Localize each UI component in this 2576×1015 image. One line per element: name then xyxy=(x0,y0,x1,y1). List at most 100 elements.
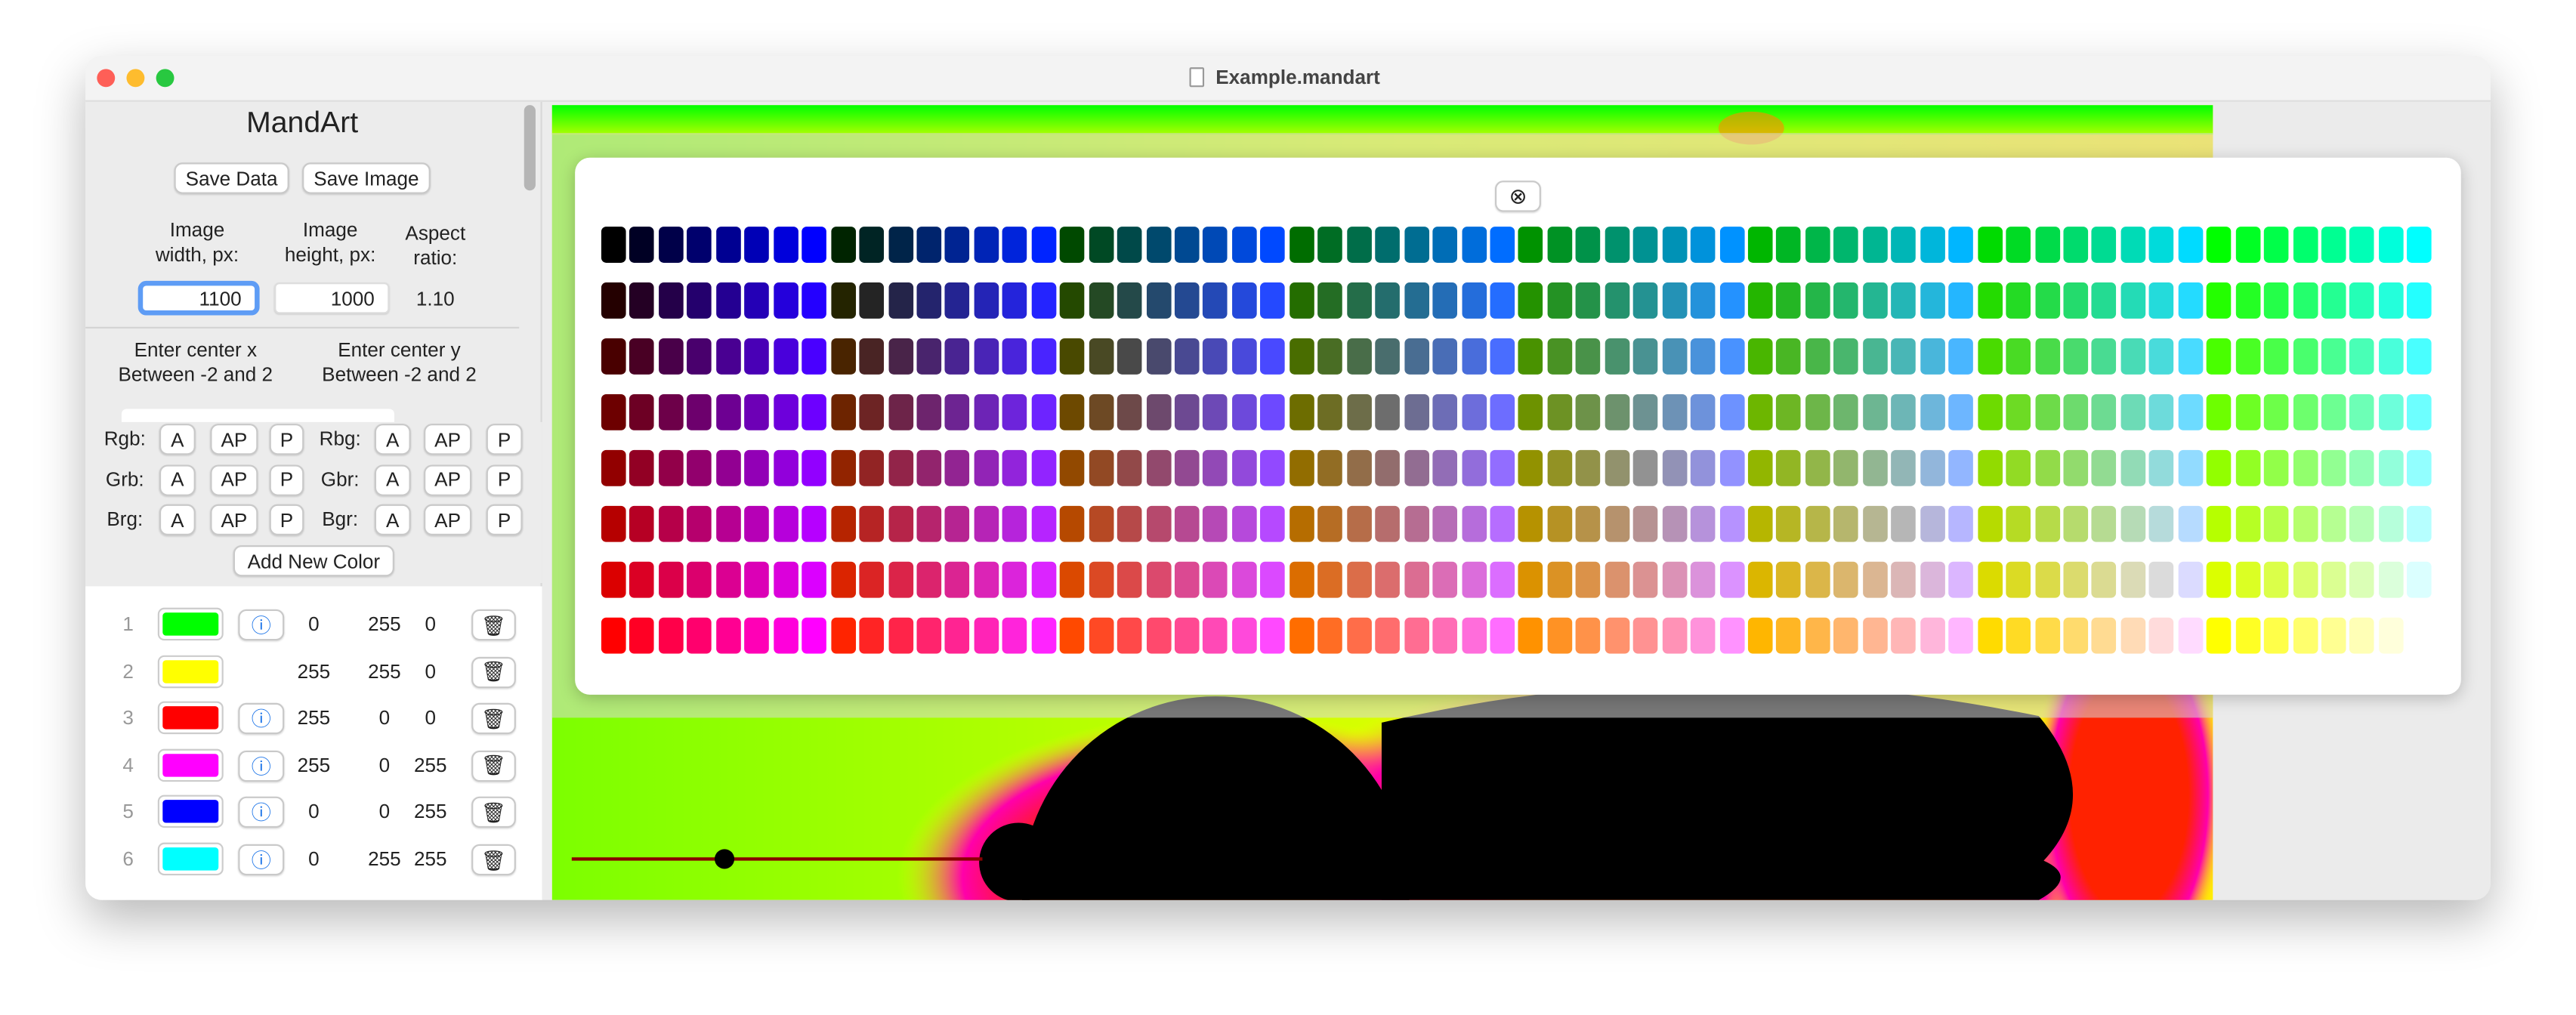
palette-swatch[interactable] xyxy=(2006,227,2031,263)
palette-swatch[interactable] xyxy=(1747,561,1773,598)
palette-swatch[interactable] xyxy=(1060,617,1085,654)
palette-swatch[interactable] xyxy=(1317,338,1343,375)
permutation-button[interactable]: P xyxy=(486,504,523,535)
palette-swatch[interactable] xyxy=(974,227,999,263)
palette-swatch[interactable] xyxy=(2235,338,2260,375)
palette-swatch[interactable] xyxy=(1862,282,1888,319)
palette-swatch[interactable] xyxy=(830,227,856,263)
palette-swatch[interactable] xyxy=(1948,338,1974,375)
palette-swatch[interactable] xyxy=(1833,505,1859,542)
palette-swatch[interactable] xyxy=(658,617,684,654)
palette-close-button[interactable]: ⊗ xyxy=(1495,180,1541,212)
palette-swatch[interactable] xyxy=(1891,505,1917,542)
palette-swatch[interactable] xyxy=(1862,449,1888,486)
palette-swatch[interactable] xyxy=(1605,449,1629,486)
zoom-button[interactable] xyxy=(156,69,175,88)
palette-swatch[interactable] xyxy=(629,449,655,486)
palette-swatch[interactable] xyxy=(2006,505,2031,542)
palette-swatch[interactable] xyxy=(1633,617,1658,654)
palette-swatch[interactable] xyxy=(2034,393,2060,430)
palette-swatch[interactable] xyxy=(1691,282,1716,319)
palette-swatch[interactable] xyxy=(2149,393,2174,430)
info-button[interactable]: ⓘ xyxy=(238,609,285,641)
palette-swatch[interactable] xyxy=(1547,393,1572,430)
palette-swatch[interactable] xyxy=(859,561,885,598)
palette-swatch[interactable] xyxy=(2120,617,2145,654)
palette-swatch[interactable] xyxy=(2178,561,2203,598)
palette-swatch[interactable] xyxy=(1117,338,1142,375)
palette-swatch[interactable] xyxy=(916,393,941,430)
palette-swatch[interactable] xyxy=(1060,505,1085,542)
palette-swatch[interactable] xyxy=(2292,617,2318,654)
palette-swatch[interactable] xyxy=(1404,505,1429,542)
palette-swatch[interactable] xyxy=(1231,282,1257,319)
palette-swatch[interactable] xyxy=(1461,505,1487,542)
palette-swatch[interactable] xyxy=(1662,505,1687,542)
color-swatch[interactable] xyxy=(157,748,224,782)
palette-swatch[interactable] xyxy=(601,449,626,486)
palette-swatch[interactable] xyxy=(1404,561,1429,598)
palette-swatch[interactable] xyxy=(1432,449,1458,486)
color-swatch[interactable] xyxy=(157,842,224,876)
palette-swatch[interactable] xyxy=(1346,505,1372,542)
palette-swatch[interactable] xyxy=(1260,561,1286,598)
palette-swatch[interactable] xyxy=(1920,505,1945,542)
palette-swatch[interactable] xyxy=(1633,449,1658,486)
palette-swatch[interactable] xyxy=(1404,282,1429,319)
palette-swatch[interactable] xyxy=(1633,561,1658,598)
palette-swatch[interactable] xyxy=(2149,505,2174,542)
palette-swatch[interactable] xyxy=(658,393,684,430)
color-swatch[interactable] xyxy=(157,654,224,688)
palette-swatch[interactable] xyxy=(2378,227,2404,263)
minimize-button[interactable] xyxy=(126,69,145,88)
palette-swatch[interactable] xyxy=(945,505,970,542)
palette-swatch[interactable] xyxy=(2349,338,2375,375)
palette-swatch[interactable] xyxy=(1719,393,1744,430)
palette-swatch[interactable] xyxy=(773,449,798,486)
palette-swatch[interactable] xyxy=(1375,393,1401,430)
palette-swatch[interactable] xyxy=(916,505,941,542)
palette-swatch[interactable] xyxy=(1260,505,1286,542)
palette-swatch[interactable] xyxy=(1920,617,1945,654)
palette-swatch[interactable] xyxy=(1289,561,1314,598)
palette-swatch[interactable] xyxy=(1862,227,1888,263)
palette-swatch[interactable] xyxy=(1231,617,1257,654)
palette-swatch[interactable] xyxy=(1747,227,1773,263)
permutation-button[interactable]: A xyxy=(374,464,411,495)
palette-swatch[interactable] xyxy=(629,617,655,654)
permutation-button[interactable]: P xyxy=(486,424,523,455)
palette-swatch[interactable] xyxy=(1432,338,1458,375)
palette-swatch[interactable] xyxy=(1203,561,1228,598)
palette-swatch[interactable] xyxy=(1231,449,1257,486)
palette-swatch[interactable] xyxy=(2235,505,2260,542)
palette-swatch[interactable] xyxy=(1691,505,1716,542)
color-swatch[interactable] xyxy=(157,607,224,641)
palette-swatch[interactable] xyxy=(1948,449,1974,486)
palette-swatch[interactable] xyxy=(1833,393,1859,430)
palette-swatch[interactable] xyxy=(2292,338,2318,375)
palette-swatch[interactable] xyxy=(2263,282,2289,319)
delete-button[interactable]: 🗑 xyxy=(471,656,516,688)
palette-swatch[interactable] xyxy=(1518,449,1543,486)
palette-swatch[interactable] xyxy=(1174,227,1200,263)
palette-swatch[interactable] xyxy=(1719,449,1744,486)
palette-swatch[interactable] xyxy=(1060,393,1085,430)
palette-swatch[interactable] xyxy=(2349,393,2375,430)
palette-swatch[interactable] xyxy=(2063,561,2088,598)
palette-swatch[interactable] xyxy=(802,449,827,486)
palette-swatch[interactable] xyxy=(1948,393,1974,430)
palette-swatch[interactable] xyxy=(601,617,626,654)
palette-swatch[interactable] xyxy=(2321,227,2346,263)
palette-swatch[interactable] xyxy=(916,227,941,263)
palette-swatch[interactable] xyxy=(1719,227,1744,263)
palette-swatch[interactable] xyxy=(1719,505,1744,542)
palette-swatch[interactable] xyxy=(1719,282,1744,319)
palette-swatch[interactable] xyxy=(1203,282,1228,319)
palette-swatch[interactable] xyxy=(2235,393,2260,430)
palette-swatch[interactable] xyxy=(1490,617,1515,654)
palette-swatch[interactable] xyxy=(715,449,741,486)
palette-swatch[interactable] xyxy=(859,449,885,486)
palette-swatch[interactable] xyxy=(830,282,856,319)
palette-swatch[interactable] xyxy=(1346,617,1372,654)
palette-swatch[interactable] xyxy=(1920,393,1945,430)
